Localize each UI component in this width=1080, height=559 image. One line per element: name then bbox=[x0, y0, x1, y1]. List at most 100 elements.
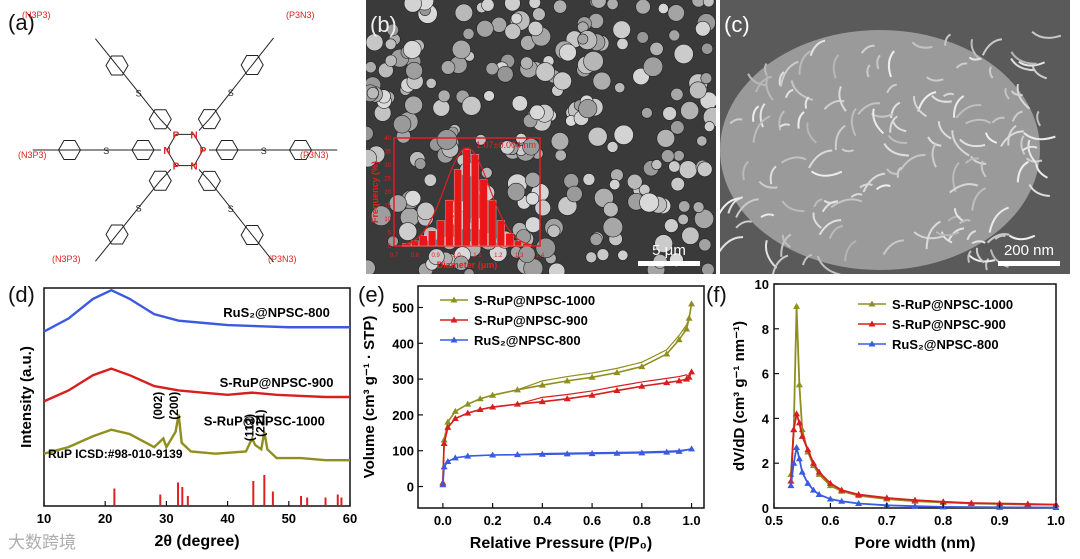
nanosheet-fold bbox=[801, 253, 813, 266]
microsphere bbox=[524, 171, 541, 188]
microsphere bbox=[613, 124, 634, 145]
sulfonyl-label: S bbox=[136, 204, 142, 214]
microsphere bbox=[614, 82, 626, 94]
data-marker bbox=[815, 470, 823, 477]
nanosheet-fold bbox=[951, 130, 970, 157]
nanosheet-fold bbox=[834, 124, 846, 151]
histogram-bar bbox=[496, 220, 505, 247]
data-marker bbox=[815, 491, 823, 498]
microsphere bbox=[678, 200, 691, 213]
inset-ylabel: Frequency (%) bbox=[370, 161, 380, 223]
histogram-bar bbox=[436, 220, 445, 247]
microsphere bbox=[582, 173, 596, 186]
panel-label-e: (e) bbox=[358, 282, 385, 307]
microsphere bbox=[370, 205, 392, 227]
inset-xtick: 1.4 bbox=[536, 253, 545, 259]
microsphere bbox=[404, 190, 422, 207]
microsphere bbox=[585, 251, 597, 264]
nanosheet-fold bbox=[971, 187, 987, 211]
scalebar-b-label: 5 μm bbox=[652, 242, 686, 259]
nanosheet-fold bbox=[1031, 65, 1048, 80]
data-marker bbox=[588, 391, 596, 398]
inset-xtick: 1.2 bbox=[494, 253, 503, 259]
microsphere bbox=[405, 62, 423, 80]
psd-curve bbox=[790, 306, 1056, 506]
microsphere bbox=[677, 213, 689, 226]
microsphere bbox=[403, 0, 422, 13]
data-marker bbox=[883, 494, 891, 501]
x-tick-label: 0.2 bbox=[484, 513, 502, 528]
nanosheet-fold bbox=[887, 50, 895, 78]
histogram-bar bbox=[411, 240, 419, 247]
y-tick-label: 8 bbox=[762, 322, 769, 337]
microsphere bbox=[670, 120, 685, 135]
sulfonyl-label: S bbox=[103, 146, 109, 156]
histogram-bar bbox=[428, 230, 437, 247]
data-marker bbox=[675, 336, 683, 343]
scalebar-b: 5 μm bbox=[638, 242, 700, 266]
histogram-bar bbox=[471, 154, 480, 247]
data-marker bbox=[996, 503, 1004, 510]
data-marker bbox=[513, 451, 521, 458]
microsphere bbox=[366, 61, 377, 74]
microsphere bbox=[462, 27, 475, 40]
benzene-ring bbox=[215, 139, 239, 161]
x-tick-label: 1.0 bbox=[683, 513, 701, 528]
scalebar-c-line bbox=[998, 261, 1060, 266]
microsphere bbox=[616, 37, 629, 50]
nanosheet-fold bbox=[778, 110, 786, 131]
bond bbox=[198, 169, 210, 182]
data-marker bbox=[538, 450, 546, 457]
microsphere bbox=[692, 201, 705, 213]
data-marker bbox=[450, 336, 458, 343]
data-marker bbox=[450, 316, 458, 323]
microsphere bbox=[587, 126, 608, 147]
bond bbox=[138, 180, 161, 208]
microsphere bbox=[577, 33, 589, 45]
data-marker bbox=[911, 497, 919, 504]
nanosheet-fold bbox=[971, 240, 986, 245]
y-tick-label: 200 bbox=[392, 408, 414, 423]
data-marker bbox=[440, 463, 448, 470]
nanosheet-fold bbox=[755, 75, 773, 93]
x-tick-label: 40 bbox=[220, 511, 234, 526]
data-marker bbox=[795, 455, 803, 462]
y-tick-label: 0 bbox=[762, 501, 769, 516]
data-marker bbox=[638, 382, 646, 389]
data-marker bbox=[613, 369, 621, 376]
data-marker bbox=[838, 486, 846, 493]
nanosheet-fold bbox=[850, 193, 863, 198]
data-marker bbox=[883, 501, 891, 508]
microsphere bbox=[701, 42, 714, 55]
data-marker bbox=[464, 452, 472, 459]
nanosheet-fold bbox=[720, 236, 744, 253]
group-label: (P3N3) bbox=[268, 254, 297, 264]
microsphere bbox=[662, 106, 677, 121]
panel-label-f: (f) bbox=[706, 282, 727, 307]
nanosheet-fold bbox=[781, 200, 805, 213]
panel-label-d: (d) bbox=[8, 282, 35, 307]
nanosheet-fold bbox=[989, 249, 1009, 269]
scalebar-b-line bbox=[638, 261, 700, 266]
nanosheet-fold bbox=[949, 183, 979, 194]
nanosheet-fold bbox=[838, 85, 847, 112]
benzene-ring bbox=[148, 170, 172, 191]
data-marker bbox=[795, 419, 803, 426]
nanosheet-fold bbox=[821, 200, 839, 213]
data-marker bbox=[563, 450, 571, 457]
data-marker bbox=[688, 445, 696, 452]
microsphere bbox=[703, 121, 715, 132]
sulfonyl-label: S bbox=[228, 204, 234, 214]
microsphere bbox=[673, 150, 685, 162]
nanosheet-fold bbox=[958, 219, 971, 225]
x-tick-label: 0.5 bbox=[765, 513, 783, 528]
nanosheet-fold bbox=[1016, 83, 1031, 110]
nanosheet-fold bbox=[798, 50, 812, 75]
nanosheet-fold bbox=[1008, 234, 1036, 241]
microsphere bbox=[535, 237, 556, 259]
data-marker bbox=[790, 426, 798, 433]
microsphere bbox=[612, 20, 631, 39]
histogram-bar bbox=[462, 148, 471, 247]
microsphere bbox=[387, 235, 399, 248]
microsphere bbox=[520, 56, 534, 70]
